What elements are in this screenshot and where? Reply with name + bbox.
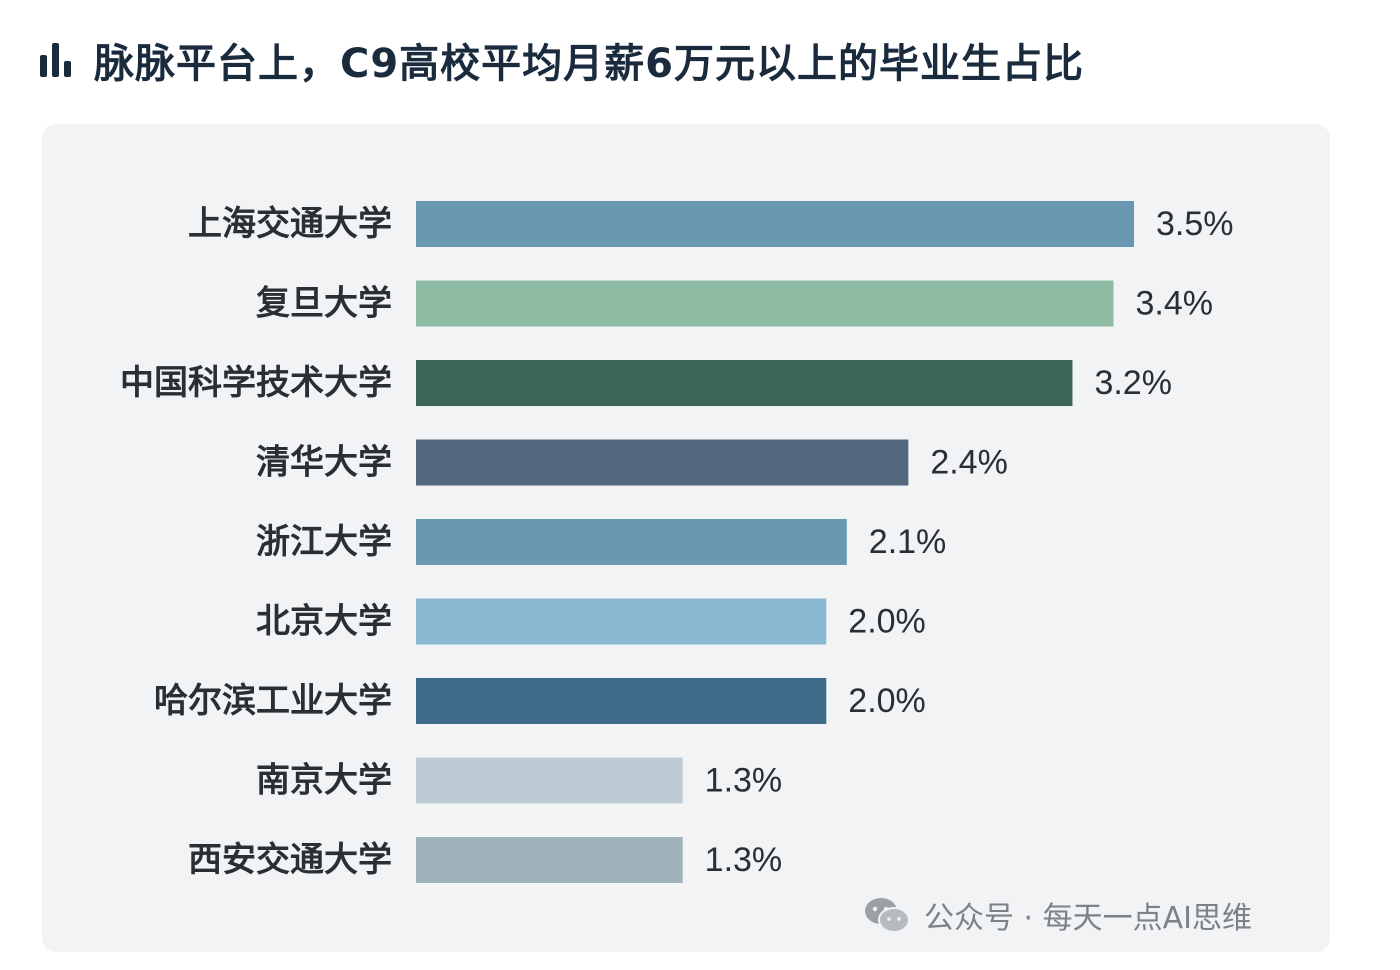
bar (416, 519, 847, 565)
bar (416, 598, 827, 645)
bar (416, 201, 1134, 247)
value-label: 1.3% (705, 762, 783, 800)
category-label: 西安交通大学 (188, 840, 392, 880)
category-label: 北京大学 (256, 602, 392, 642)
category-label: 南京大学 (256, 761, 392, 801)
value-label: 3.5% (1156, 205, 1234, 243)
watermark-text: 公众号 · 每天一点AI思维 (924, 901, 1252, 936)
bar-chart-icon (40, 43, 74, 77)
bar (416, 678, 827, 724)
value-label: 2.0% (848, 603, 926, 641)
bar (416, 757, 683, 804)
bar (416, 439, 909, 486)
value-label: 3.4% (1135, 285, 1213, 323)
bar (416, 280, 1114, 327)
value-label: 3.2% (1094, 364, 1172, 402)
wechat-icon (865, 898, 910, 933)
category-label: 清华大学 (256, 443, 392, 483)
category-label: 上海交通大学 (188, 204, 392, 244)
value-label: 1.3% (705, 841, 783, 879)
bar (416, 360, 1073, 406)
page-title: 脉脉平台上，C9高校平均月薪6万元以上的毕业生占比 (94, 41, 1085, 87)
category-label: 浙江大学 (256, 522, 392, 562)
header: 脉脉平台上，C9高校平均月薪6万元以上的毕业生占比 (40, 30, 1084, 90)
value-label: 2.4% (930, 444, 1008, 482)
bar (416, 837, 683, 883)
category-label: 复旦大学 (256, 284, 392, 324)
watermark: 公众号 · 每天一点AI思维 (862, 892, 1252, 938)
category-label: 中国科学技术大学 (120, 363, 392, 403)
category-label: 哈尔滨工业大学 (154, 681, 392, 721)
value-label: 2.1% (869, 523, 947, 561)
value-label: 2.0% (848, 682, 926, 720)
